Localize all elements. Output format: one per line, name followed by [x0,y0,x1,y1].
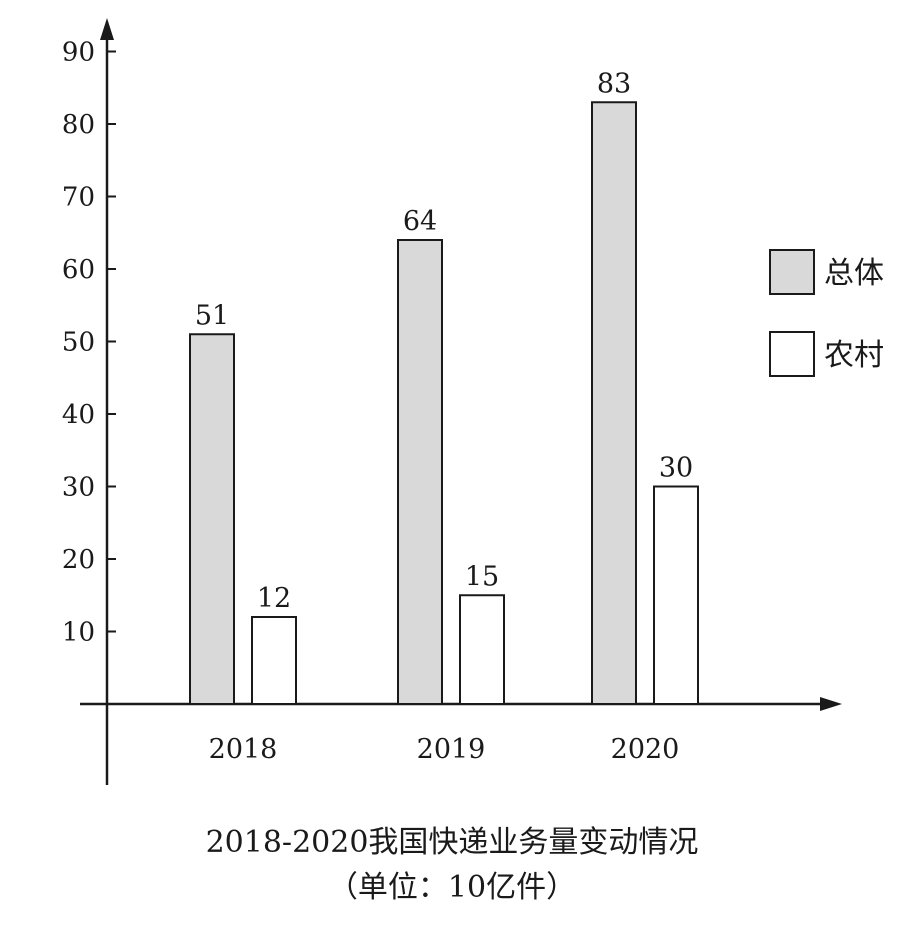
bar-rural-2018 [251,616,297,705]
y-tick-label: 30 [62,473,95,503]
x-tick-label: 2020 [611,734,680,765]
data-label: 15 [465,561,499,592]
x-tick-label: 2018 [209,734,278,765]
bar-total-2019 [397,239,443,705]
y-tick-label: 20 [62,545,95,575]
bar-total-2018 [189,333,235,705]
y-tick-label: 40 [62,400,95,430]
bar-rural-2020 [653,485,699,705]
data-label: 51 [195,300,229,331]
legend-label-rural: 农村 [824,338,884,373]
legend-swatch-rural [769,331,815,377]
bars: 51 12 2018 64 15 2019 83 30 2020 [189,68,699,765]
bar-rural-2019 [459,594,505,705]
y-tick-label: 10 [62,618,95,648]
y-tick-label: 90 [62,38,95,68]
x-axis-arrow [820,697,842,711]
chart-subtitle: （单位：10亿件） [328,870,576,905]
data-label: 83 [597,68,631,99]
y-tick-label: 70 [62,183,95,213]
x-tick-label: 2019 [417,734,486,765]
legend-swatch-total [769,249,815,295]
chart-title: 2018-2020我国快递业务量变动情况 [206,825,699,860]
data-label: 30 [659,453,693,484]
data-label: 64 [403,206,437,237]
data-label: 12 [257,583,291,614]
y-tick-label: 80 [62,110,95,140]
y-axis-arrow [100,18,114,40]
legend-label-total: 总体 [824,256,884,291]
y-tick-label: 60 [62,255,95,285]
bar-total-2020 [591,101,637,705]
y-tick-label: 50 [62,328,95,358]
axes: 10 20 30 40 50 60 70 80 90 [62,18,842,785]
